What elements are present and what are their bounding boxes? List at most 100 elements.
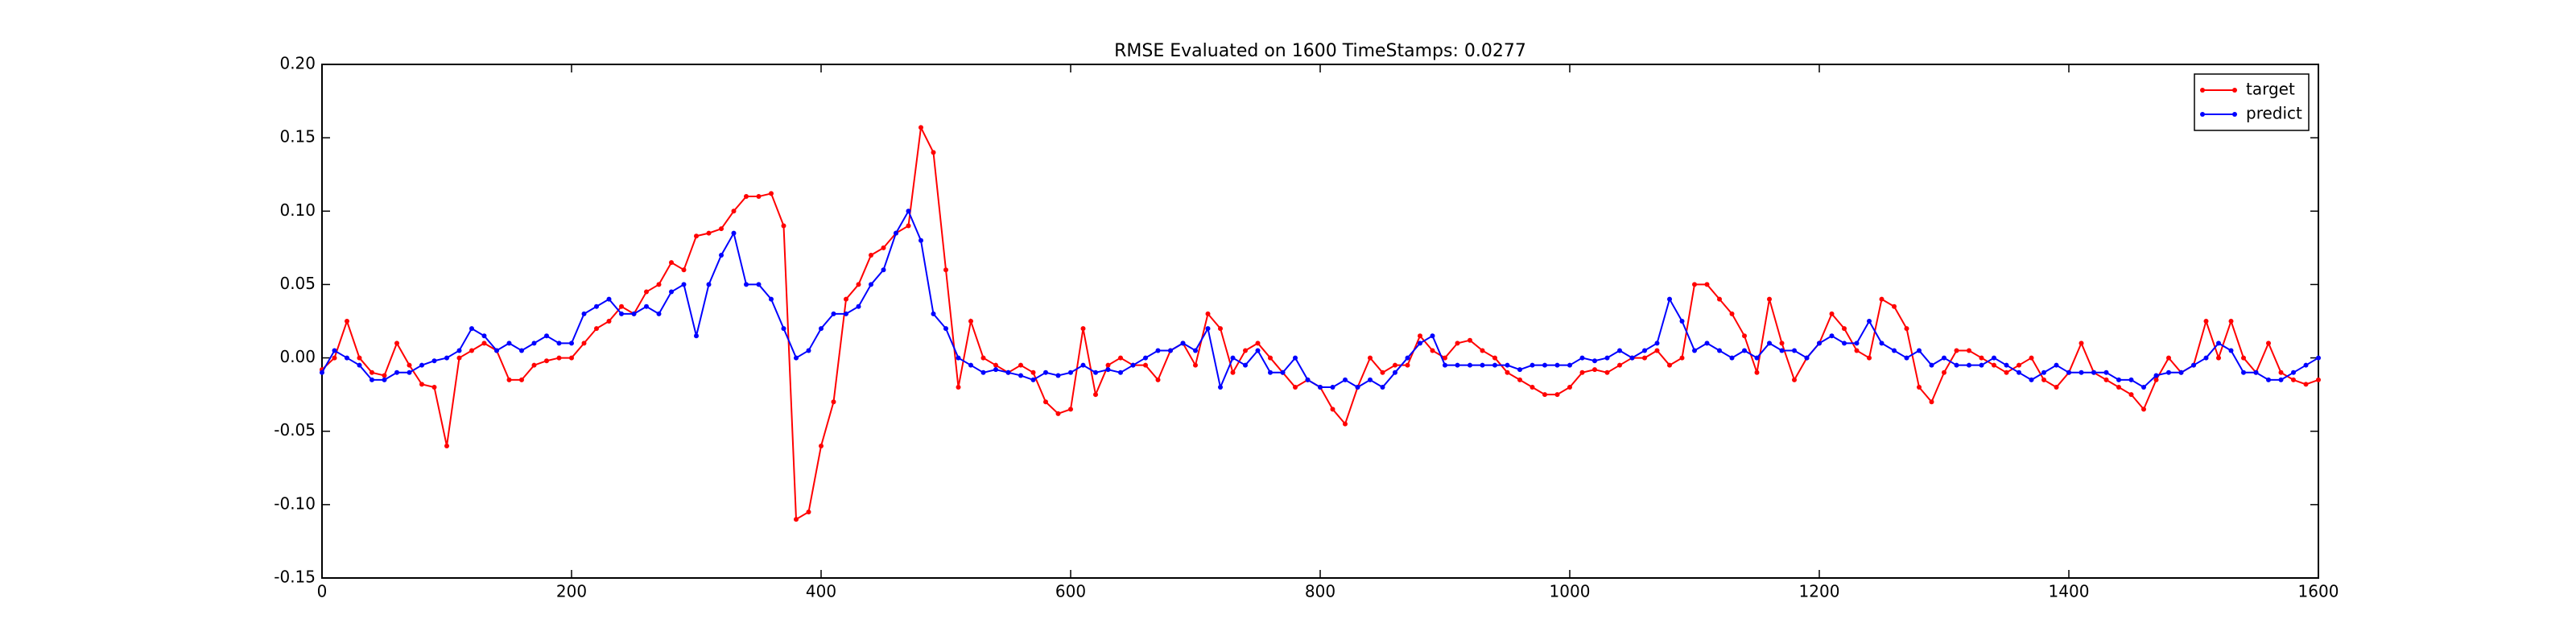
- point: [2228, 319, 2234, 324]
- point: [1443, 355, 1447, 361]
- point: [1979, 355, 1984, 361]
- point: [1480, 348, 1485, 353]
- point: [1330, 407, 1335, 412]
- legend-marker: [2232, 88, 2237, 93]
- x-tick-label: 1600: [2298, 582, 2339, 601]
- point: [1742, 333, 1747, 339]
- point: [980, 355, 986, 361]
- point: [2017, 369, 2021, 375]
- point: [943, 326, 948, 332]
- point: [594, 303, 599, 309]
- point: [1642, 348, 1647, 353]
- legend-label: predict: [2246, 104, 2302, 123]
- point: [1255, 348, 1261, 353]
- point: [2066, 369, 2071, 375]
- point: [1854, 348, 1860, 353]
- point: [382, 377, 387, 382]
- point: [719, 226, 724, 232]
- point: [369, 369, 374, 375]
- point: [993, 362, 998, 368]
- point: [844, 296, 848, 302]
- point: [494, 348, 499, 353]
- point: [1230, 355, 1236, 361]
- point: [382, 373, 387, 378]
- point: [856, 303, 861, 309]
- point: [1704, 341, 1710, 346]
- point: [332, 355, 337, 361]
- point: [2004, 362, 2009, 368]
- point: [1455, 362, 1460, 368]
- point: [1418, 341, 1422, 346]
- point: [1105, 362, 1111, 368]
- point: [419, 382, 424, 387]
- point: [980, 369, 986, 375]
- point: [1517, 377, 1522, 382]
- point: [1554, 362, 1560, 368]
- point: [2128, 377, 2134, 382]
- point: [1829, 311, 1835, 316]
- y-tick-label: 0.05: [279, 274, 316, 293]
- point: [831, 399, 836, 405]
- point: [781, 223, 786, 229]
- point: [1118, 355, 1123, 361]
- point: [2216, 355, 2221, 361]
- point: [1293, 355, 1298, 361]
- point: [1629, 355, 1635, 361]
- point: [756, 282, 762, 287]
- point: [1592, 367, 1597, 373]
- point: [943, 267, 948, 273]
- point: [1942, 369, 1946, 375]
- point: [906, 208, 911, 214]
- point: [1043, 369, 1048, 375]
- point: [1430, 348, 1435, 353]
- point: [531, 362, 537, 368]
- point: [1505, 362, 1510, 368]
- point: [1779, 341, 1785, 346]
- point: [894, 230, 898, 236]
- point: [2228, 348, 2234, 353]
- point: [544, 333, 549, 339]
- point: [519, 377, 524, 382]
- point: [1692, 348, 1697, 353]
- point: [1218, 326, 1223, 332]
- point: [1554, 392, 1560, 398]
- x-tick-label: 1200: [1799, 582, 1840, 601]
- point: [2216, 341, 2221, 346]
- point: [2241, 355, 2246, 361]
- point: [1530, 362, 1535, 368]
- point: [1180, 341, 1186, 346]
- point: [1792, 348, 1797, 353]
- point: [1567, 385, 1572, 390]
- point: [2266, 341, 2271, 346]
- point: [456, 348, 462, 353]
- y-tick-label: 0.20: [279, 54, 316, 73]
- point: [1542, 362, 1547, 368]
- point: [1742, 348, 1747, 353]
- point: [2203, 319, 2209, 324]
- point: [1405, 362, 1410, 368]
- point: [1455, 341, 1460, 346]
- point: [1243, 348, 1248, 353]
- point: [656, 282, 662, 287]
- point: [1917, 385, 1922, 390]
- point: [1992, 355, 1996, 361]
- point: [1779, 348, 1785, 353]
- point: [819, 326, 824, 332]
- point: [819, 443, 824, 448]
- point: [407, 369, 412, 375]
- point: [1368, 355, 1373, 361]
- point: [2303, 382, 2309, 387]
- point: [731, 230, 737, 236]
- point: [1842, 326, 1847, 332]
- y-tick-label: -0.05: [274, 420, 316, 440]
- point: [1393, 369, 1397, 375]
- x-tick-label: 0: [317, 582, 328, 601]
- point: [1567, 362, 1572, 368]
- point: [1155, 348, 1161, 353]
- point: [794, 517, 799, 522]
- point: [2017, 362, 2021, 368]
- point: [2178, 369, 2184, 375]
- point: [1068, 369, 1073, 375]
- x-tick-label: 200: [556, 582, 587, 601]
- point: [1105, 367, 1111, 373]
